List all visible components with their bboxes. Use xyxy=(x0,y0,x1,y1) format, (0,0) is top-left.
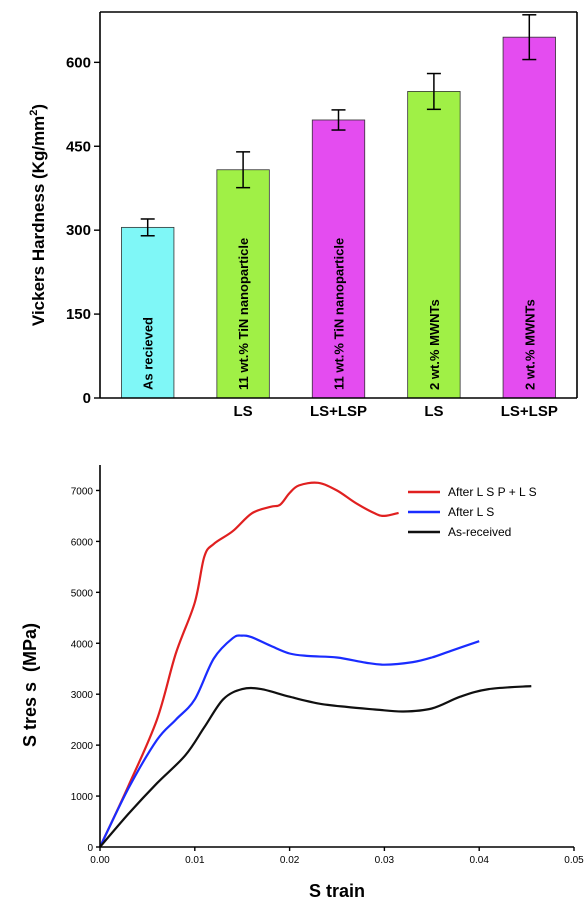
y-tick-label: 450 xyxy=(66,138,91,155)
bar-label: 2 wt.% MWNTs xyxy=(427,299,442,390)
x-tick-label: 0.03 xyxy=(375,855,395,866)
bar xyxy=(407,91,461,399)
stress-strain-line-chart: 0.00 0.01 0.02 0.03 0.04 0.05 0 1000 2000 3000 400… xyxy=(20,465,584,901)
group-label: LS xyxy=(234,403,253,420)
axis-ticks: 0.00 0.01 0.02 0.03 0.04 0.05 0 1000 2000 3000 400… xyxy=(71,486,584,866)
group-label: LS+LSP xyxy=(310,403,367,420)
x-tick-label: 0.01 xyxy=(185,855,205,866)
legend: After L S P + L S After L S As-received xyxy=(408,485,537,539)
series-lines xyxy=(99,481,532,848)
y-axis-label: S tres s (MPa) xyxy=(20,623,40,747)
y-tick-label: 1000 xyxy=(71,792,94,803)
legend-label: After L S xyxy=(448,505,494,519)
bar xyxy=(216,169,270,399)
y-tick-label: 4000 xyxy=(71,639,94,650)
y-axis-label: Vickers Hardness (Kg/mm2) xyxy=(28,104,48,326)
y-tick-label: 7000 xyxy=(71,486,94,497)
y-tick-label: 2000 xyxy=(71,741,94,752)
y-tick-label: 600 xyxy=(66,54,91,71)
bar-label: 11 wt.% TiN nanoparticle xyxy=(332,238,347,390)
bar xyxy=(311,119,366,399)
y-tick-label: 300 xyxy=(66,222,91,239)
group-label: LS+LSP xyxy=(501,403,558,420)
legend-label: After L S P + L S xyxy=(448,485,537,499)
y-tick-label: 0 xyxy=(83,390,91,407)
y-tick-label: 150 xyxy=(66,306,91,323)
bar-label: As recieved xyxy=(141,317,156,390)
vickers-hardness-bar-chart: 0 150 300 450 600 As recieved 11 wt.% TiN nan… xyxy=(28,11,578,420)
y-tick-label: 0 xyxy=(87,843,93,854)
series-line xyxy=(99,685,532,848)
x-tick-label: 0.04 xyxy=(469,855,489,866)
x-tick-label: 0.00 xyxy=(90,855,110,866)
y-tick-label: 6000 xyxy=(71,537,94,548)
bar xyxy=(502,36,556,399)
bar xyxy=(121,226,175,399)
y-tick-label: 5000 xyxy=(71,588,94,599)
bar-label: 11 wt.% TiN nanoparticle xyxy=(236,238,251,390)
y-tick-label: 3000 xyxy=(71,690,94,701)
legend-label: As-received xyxy=(448,525,511,539)
x-tick-label: 0.02 xyxy=(280,855,300,866)
x-axis-label: S train xyxy=(309,881,365,901)
series-line xyxy=(99,634,480,848)
bars: As recieved 11 wt.% TiN nanoparticle LS 11 … xyxy=(121,14,558,420)
y-axis-ticks: 0 150 300 450 600 xyxy=(66,54,100,407)
x-tick-label: 0.05 xyxy=(564,855,584,866)
bar-label: 2 wt.% MWNTs xyxy=(522,299,537,390)
series-line xyxy=(99,481,399,848)
group-label: LS xyxy=(424,403,443,420)
